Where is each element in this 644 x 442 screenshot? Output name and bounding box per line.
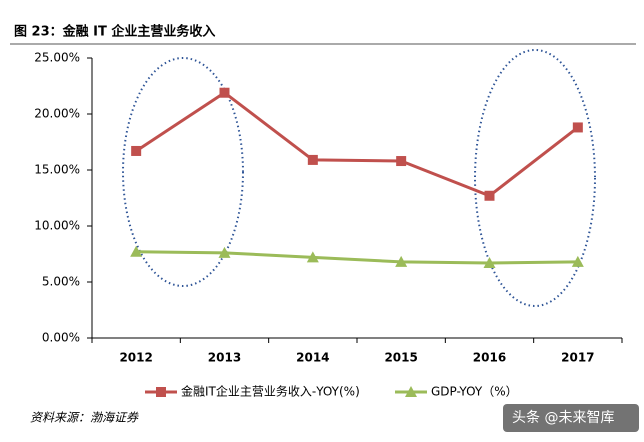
data-point — [571, 255, 584, 267]
series-line — [136, 250, 578, 265]
data-point — [218, 246, 231, 258]
legend-marker — [156, 387, 166, 397]
y-tick-label: 25.00% — [34, 51, 80, 65]
data-point — [130, 245, 143, 257]
x-tick-label: 2017 — [561, 351, 594, 365]
legend-label: GDP-YOY（%） — [431, 385, 518, 399]
y-tick-label: 10.00% — [34, 219, 80, 233]
data-point — [219, 87, 230, 98]
x-tick-label: 2015 — [384, 351, 417, 365]
x-tick-label: 2013 — [208, 351, 241, 365]
data-point — [306, 251, 319, 263]
legend-marker — [405, 386, 417, 397]
data-point — [572, 122, 583, 133]
data-point — [483, 256, 496, 268]
y-tick-label: 20.00% — [34, 107, 80, 121]
data-point — [395, 255, 408, 267]
legend-label: 金融IT企业主营业务收入-YOY(%) — [181, 384, 360, 399]
data-point — [131, 145, 142, 156]
chart-title: 图 23：金融 IT 企业主营业务收入 — [14, 24, 215, 40]
highlight-ellipse — [474, 49, 596, 307]
source-note: 资料来源：渤海证券 — [30, 411, 139, 425]
x-tick-label: 2016 — [473, 351, 506, 365]
y-tick-label: 15.00% — [34, 163, 80, 177]
x-tick-label: 2014 — [296, 351, 329, 365]
x-tick-label: 2012 — [119, 351, 152, 365]
data-point — [396, 156, 407, 167]
highlight-ellipse — [122, 57, 244, 287]
watermark: 头条 @未来智库 — [512, 409, 614, 426]
watermark-bg — [503, 404, 639, 432]
series-line — [135, 90, 579, 198]
data-point — [484, 190, 495, 201]
y-tick-label: 0.00% — [42, 331, 80, 345]
data-point — [307, 154, 318, 165]
y-tick-label: 5.00% — [42, 275, 80, 289]
